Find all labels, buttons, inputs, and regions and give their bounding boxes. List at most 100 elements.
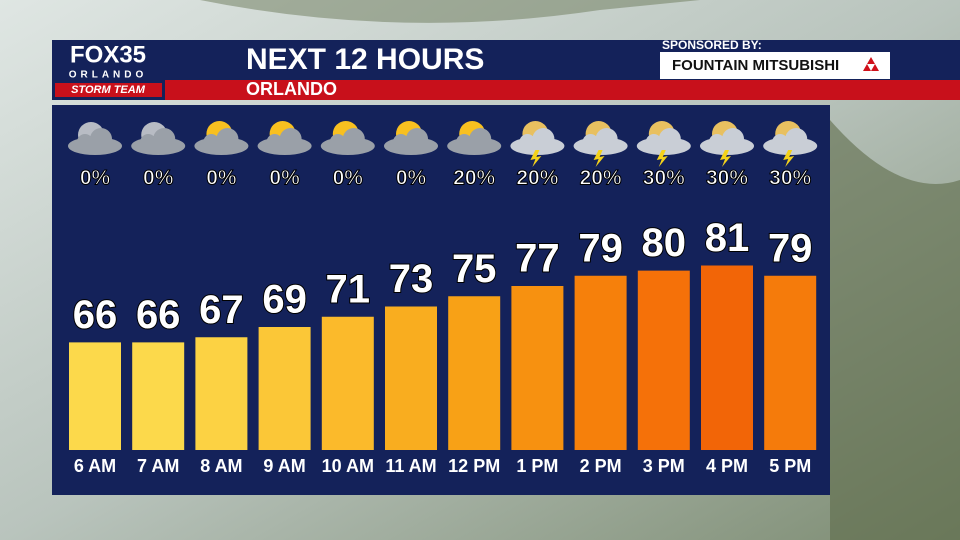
sponsor-logo — [863, 57, 879, 71]
cloud — [216, 128, 239, 150]
cloud — [342, 128, 365, 150]
weather-icon — [131, 122, 186, 155]
sponsor-box — [660, 52, 890, 79]
x-tick-label: 3 PM — [643, 456, 685, 476]
cloud — [709, 134, 725, 150]
cloud — [153, 128, 176, 150]
subtitle-band — [165, 80, 960, 100]
cloud — [469, 128, 492, 150]
chart-subtitle: ORLANDO — [246, 79, 337, 99]
x-tick-label: 2 PM — [580, 456, 622, 476]
bolt — [720, 150, 731, 167]
bar — [321, 316, 374, 450]
x-tick-label: 9 AM — [263, 456, 305, 476]
weather-icon — [320, 121, 375, 155]
cloud — [772, 134, 789, 150]
weather-icon — [257, 121, 312, 155]
weather-icon — [194, 121, 249, 155]
chart-title: NEXT 12 HOURS — [246, 43, 484, 76]
value-label: 77 — [515, 237, 560, 281]
x-tick-label: 12 PM — [448, 456, 500, 476]
weather-icon — [68, 122, 122, 155]
cloud — [785, 128, 808, 150]
cloud — [140, 134, 157, 150]
cloud — [519, 134, 536, 150]
cloud — [595, 128, 618, 150]
cloud — [722, 128, 744, 150]
x-tick-label: 7 AM — [137, 456, 179, 476]
value-label: 67 — [199, 288, 244, 332]
bar — [132, 342, 185, 450]
bolt — [593, 150, 605, 167]
sponsor-label: SPONSORED BY: — [662, 38, 762, 52]
x-tick-label: 6 AM — [74, 456, 116, 476]
bar — [574, 275, 627, 450]
sponsor-name: FOUNTAIN MITSUBISHI — [672, 57, 839, 74]
palm-shadow — [830, 120, 960, 540]
precip-label: 30% — [643, 167, 685, 190]
cloud — [279, 128, 302, 150]
bar — [385, 306, 437, 450]
team-badge — [55, 83, 162, 97]
cloud — [645, 134, 662, 150]
precip-label: 20% — [580, 167, 622, 190]
precip-label: 30% — [706, 167, 748, 190]
precip-label: 0% — [396, 167, 427, 190]
cloud — [658, 128, 681, 150]
weather-icon — [636, 121, 691, 167]
weather-icon — [447, 121, 502, 155]
cloud — [203, 134, 220, 150]
value-label: 66 — [73, 293, 118, 337]
bar — [448, 296, 501, 450]
x-tick-label: 8 AM — [200, 456, 242, 476]
bar — [69, 342, 121, 450]
cloud — [90, 128, 112, 150]
x-tick-label: 11 AM — [385, 456, 436, 476]
bolt — [656, 150, 668, 167]
city-brand: ORLANDO — [69, 70, 148, 81]
cloud — [456, 134, 473, 150]
weather-icon — [510, 121, 565, 167]
bolt — [783, 150, 795, 167]
x-tick-label: 5 PM — [769, 456, 811, 476]
weather-icon — [573, 121, 628, 167]
cloud — [406, 128, 428, 150]
bar — [701, 265, 753, 450]
cloud — [329, 134, 346, 150]
station-logo: FOX35 — [70, 41, 146, 68]
value-label: 75 — [452, 247, 497, 291]
cloud — [77, 134, 93, 150]
precip-label: 0% — [333, 167, 364, 190]
bar — [637, 270, 690, 450]
x-tick-label: 10 AM — [322, 456, 374, 476]
bar — [258, 327, 311, 450]
value-label: 73 — [389, 257, 434, 301]
value-label: 69 — [262, 278, 307, 322]
team-label: STORM TEAM — [71, 84, 146, 96]
precip-label: 0% — [269, 167, 300, 190]
precip-label: 0% — [143, 167, 174, 190]
value-label: 81 — [705, 216, 750, 260]
bar — [511, 286, 564, 450]
bolt — [530, 150, 542, 167]
bar — [195, 337, 248, 450]
precip-label: 20% — [516, 167, 558, 190]
value-label: 71 — [326, 267, 371, 311]
x-tick-label: 1 PM — [516, 456, 558, 476]
cloud — [266, 134, 283, 150]
precip-label: 0% — [206, 167, 237, 190]
precip-label: 0% — [80, 167, 111, 190]
cloud — [582, 134, 599, 150]
cloud — [532, 128, 555, 150]
value-label: 79 — [768, 226, 813, 270]
bar — [764, 275, 817, 450]
x-tick-label: 4 PM — [706, 456, 748, 476]
precip-label: 30% — [769, 167, 811, 190]
weather-icon — [763, 121, 818, 167]
value-label: 79 — [578, 226, 623, 270]
cloud — [393, 134, 409, 150]
precip-label: 20% — [453, 167, 495, 190]
weather-icon — [700, 121, 754, 167]
value-label: 66 — [136, 293, 181, 337]
